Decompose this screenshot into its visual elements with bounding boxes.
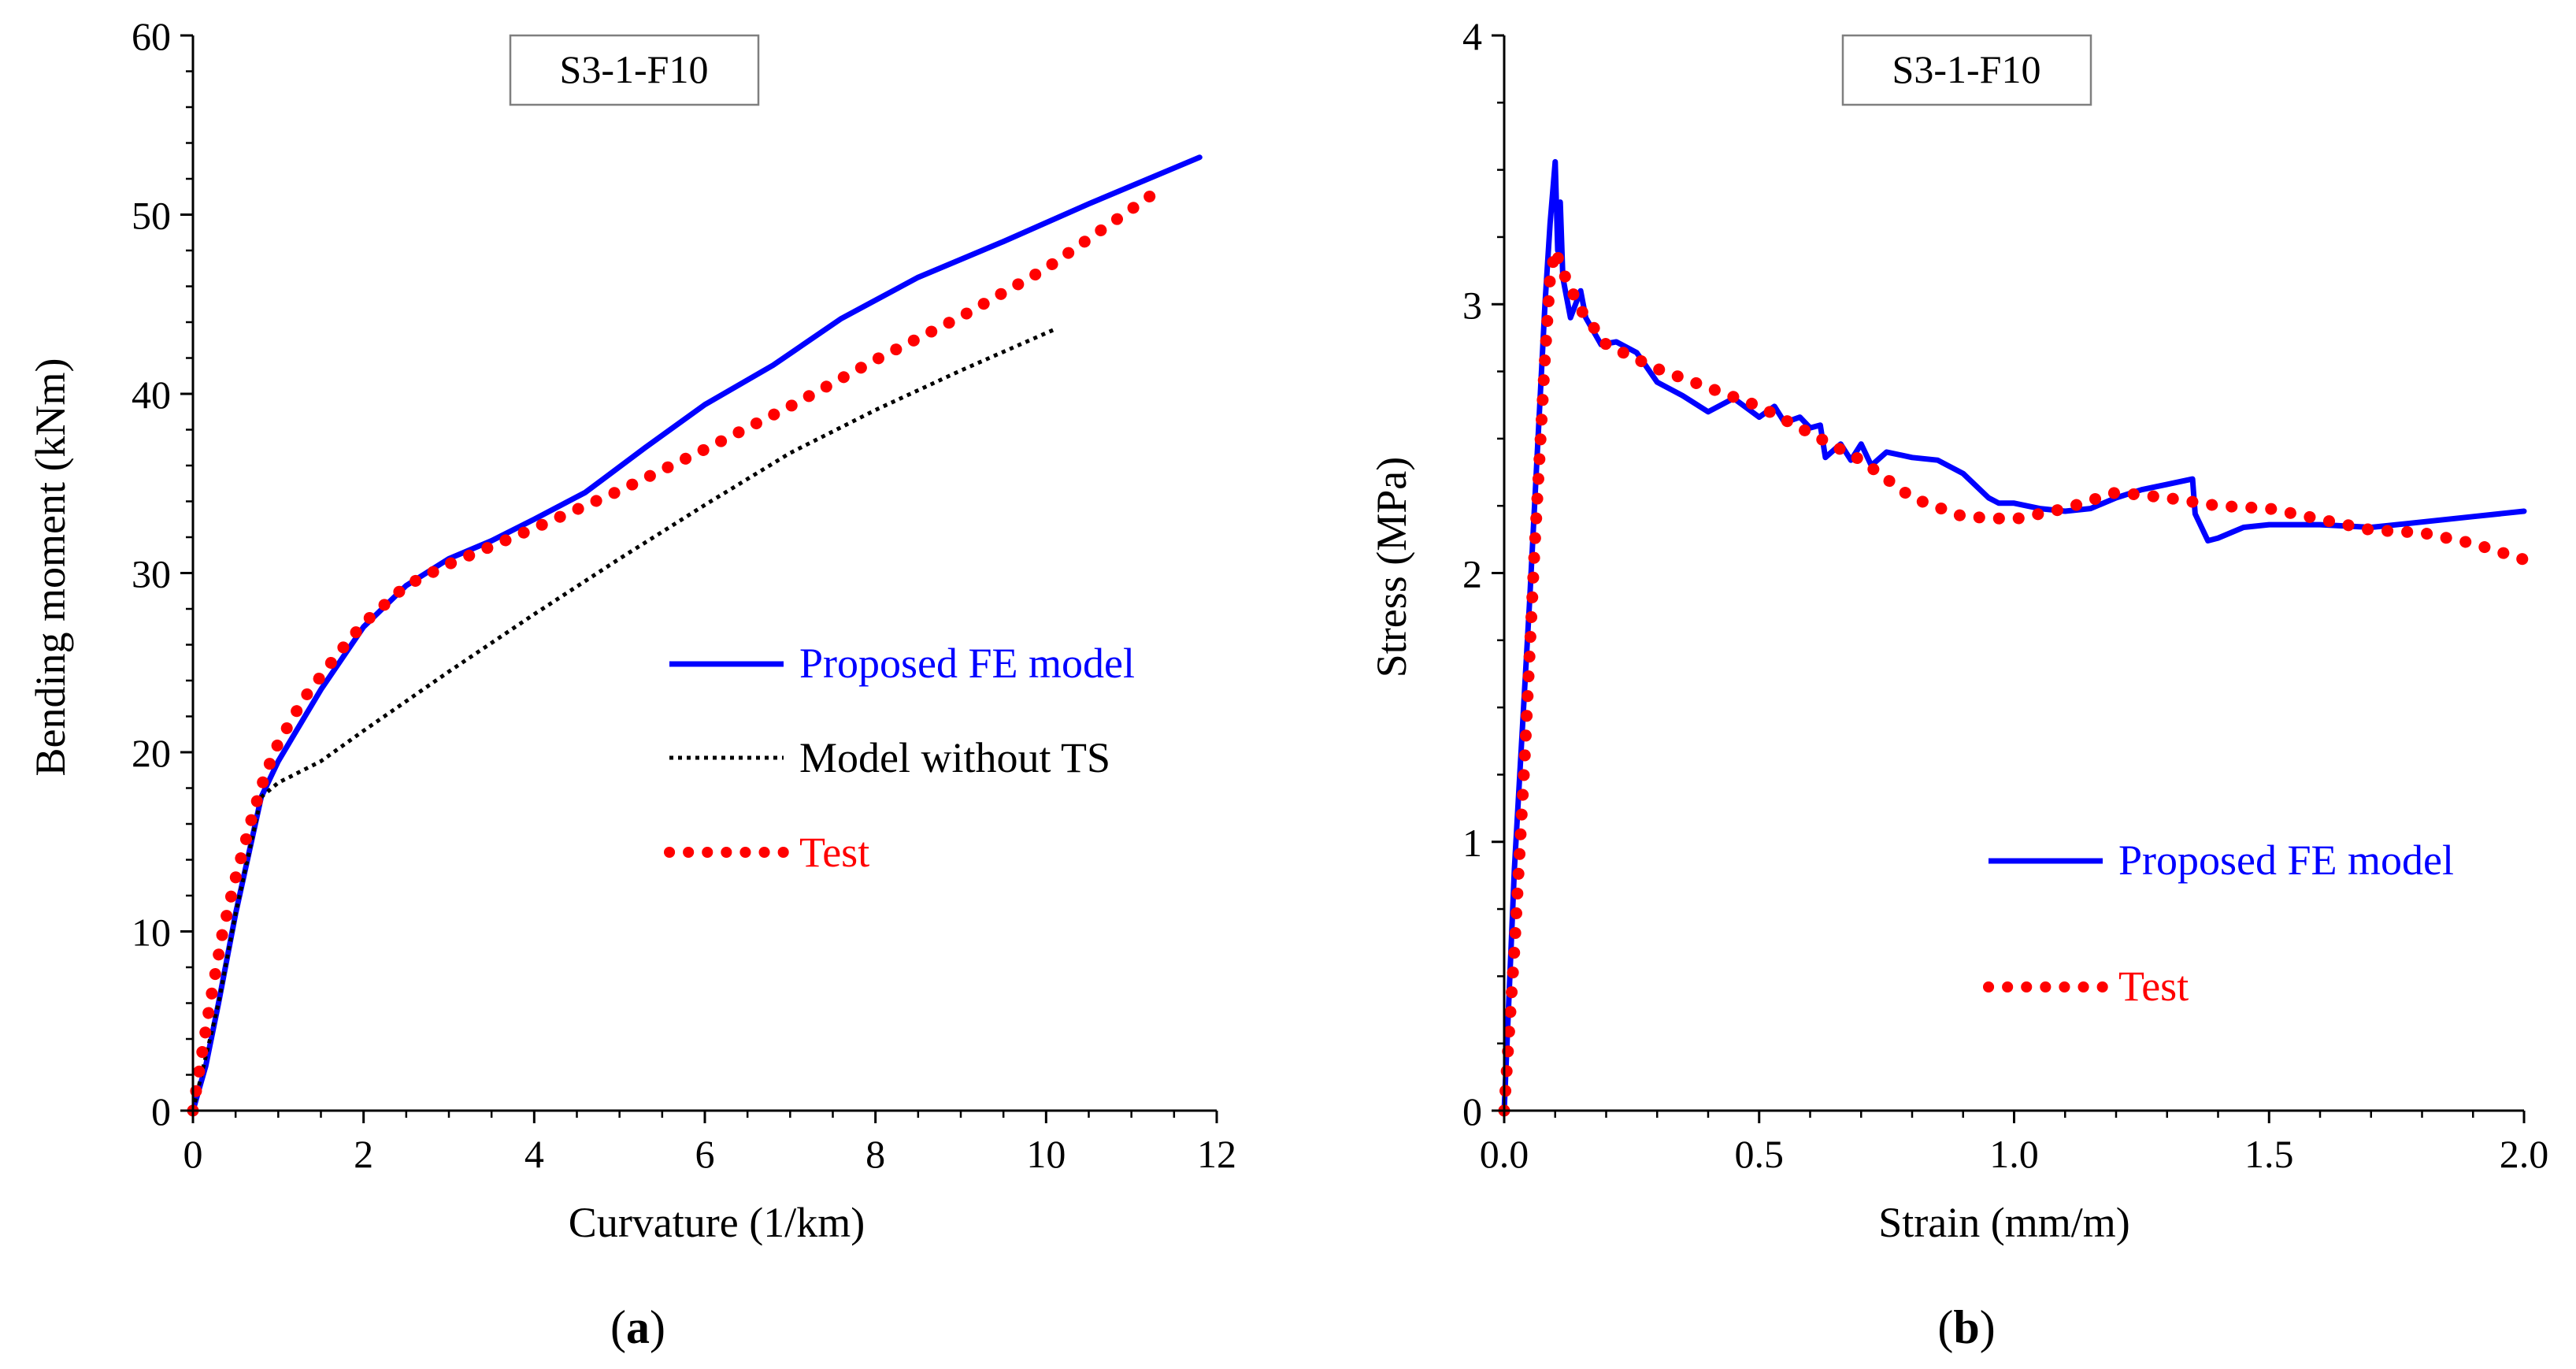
series-a-1 [191,327,1056,1111]
chart-b-title-box: S3-1-F10 [1841,34,2092,106]
x-tick-label-b-2: 1.0 [1989,1132,2039,1176]
y-tick-label-a-3: 30 [132,552,171,596]
chart-a-marks [187,154,1203,1117]
chart-a-title: S3-1-F10 [560,47,709,91]
y-tick-label-a-6: 60 [132,14,171,58]
x-tick-label-a-5: 10 [1026,1132,1066,1176]
y-tick-label-b-2: 2 [1462,552,1482,596]
x-tick-label-b-1: 0.5 [1735,1132,1785,1176]
chart-b: 0 1 2 3 4 0.0 0.5 1.0 1.5 2.0 S3-1-F10 Strain (mm… [1368,14,2548,1353]
chart-b-title: S3-1-F10 [1892,47,2041,91]
legend-b-label-test: Test [2118,963,2189,1010]
y-tick-label-b-0: 0 [1462,1089,1482,1133]
legend-a-label-test: Test [799,829,869,876]
panel-label-b: (b) [1937,1301,1995,1353]
chart-b-axes: 0 1 2 3 4 0.0 0.5 1.0 1.5 2.0 [1462,14,2548,1176]
y-tick-label-a-5: 50 [132,194,171,238]
y-tick-label-b-1: 1 [1462,821,1482,865]
x-tick-label-a-1: 2 [354,1132,373,1176]
x-tick-label-a-3: 6 [695,1132,715,1176]
legend-a-label-nots: Model without TS [799,734,1110,781]
chart-a-title-box: S3-1-F10 [509,34,760,106]
series-a-2 [187,185,1163,1117]
x-tick-label-b-3: 1.5 [2244,1132,2294,1176]
y-tick-label-a-2: 20 [132,731,171,775]
chart-a-axes: 0 10 20 30 40 50 60 0 2 4 6 8 10 12 [132,14,1236,1176]
chart-a-title-frame [509,34,760,106]
x-tick-label-a-0: 0 [183,1132,203,1176]
chart-b-ylabel: Stress (MPa) [1368,457,1415,678]
chart-b-xlabel: Strain (mm/m) [1878,1199,2129,1246]
legend-b-label-fe: Proposed FE model [2118,837,2454,884]
chart-b-title-frame [1841,34,2092,106]
panel-label-a: (a) [610,1301,665,1353]
chart-b-legend: Proposed FE model Test [1983,837,2454,1010]
chart-a-legend: Proposed FE model Model without TS Test [664,640,1135,876]
x-tick-label-b-0: 0.0 [1480,1132,1529,1176]
chart-a: 0 10 20 30 40 50 60 0 2 4 6 8 10 12 S3-1-F10 Curvatur… [27,14,1236,1353]
legend-a-label-fe: Proposed FE model [799,640,1135,687]
y-tick-label-b-3: 3 [1462,283,1482,327]
chart-a-ylabel: Bending moment (kNm) [27,358,74,777]
x-tick-label-a-2: 4 [524,1132,544,1176]
y-tick-label-a-1: 10 [132,911,171,955]
x-tick-label-b-4: 2.0 [2500,1132,2549,1176]
chart-a-xlabel: Curvature (1/km) [569,1199,865,1246]
x-tick-label-a-4: 8 [865,1132,885,1176]
series-b-1 [1498,244,2530,1117]
y-tick-label-b-4: 4 [1462,14,1482,58]
y-tick-label-a-0: 0 [151,1089,171,1133]
chart-b-marks [1498,158,2530,1117]
x-tick-label-a-6: 12 [1197,1132,1236,1176]
series-a-0 [190,154,1203,1114]
y-tick-label-a-4: 40 [132,373,171,417]
